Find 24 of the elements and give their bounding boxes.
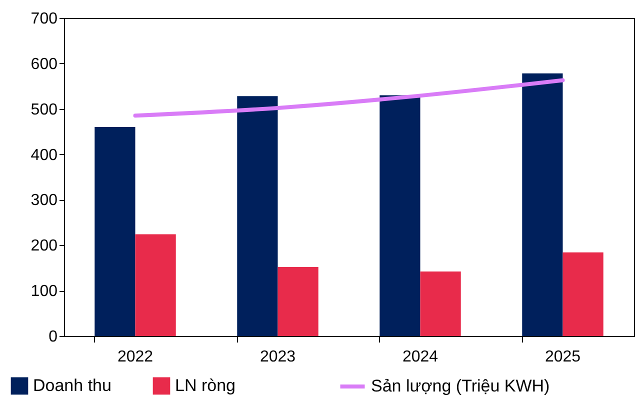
bar <box>420 271 461 336</box>
y-tick-label: 0 <box>48 328 58 346</box>
bar <box>94 127 136 336</box>
y-tick-label: 700 <box>30 10 58 28</box>
y-tick-label: 600 <box>30 56 58 73</box>
legend-label: Sản lượng (Triệu KWH) <box>371 376 550 396</box>
x-tick-label: 2024 <box>402 348 438 366</box>
bar <box>278 266 318 336</box>
y-tick-label: 500 <box>30 101 58 118</box>
bar <box>522 73 563 336</box>
y-tick-label: 400 <box>30 146 58 164</box>
bar <box>135 234 176 336</box>
x-tick-label: 2023 <box>260 348 296 366</box>
legend-label: Doanh thu <box>33 376 112 395</box>
x-tick-label: 2022 <box>117 348 154 366</box>
bar <box>237 96 278 336</box>
x-tick-label: 2025 <box>544 348 581 366</box>
y-tick-label: 300 <box>30 192 58 210</box>
bar <box>562 252 604 336</box>
legend-label: LN ròng <box>175 376 236 395</box>
line-series <box>133 78 565 118</box>
bar <box>380 95 420 336</box>
y-tick-label: 200 <box>30 238 58 255</box>
y-tick-label: 100 <box>30 283 58 300</box>
